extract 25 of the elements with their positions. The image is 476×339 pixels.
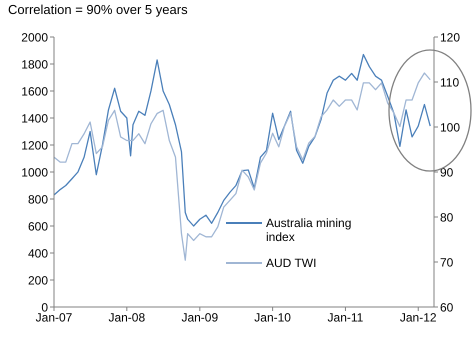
y-tick-label: 800 [28,192,48,206]
y-tick-label: 1600 [21,84,48,98]
y2-tick-label: 110 [440,75,460,90]
y2-tick-label: 120 [440,30,460,44]
x-tick-label: Jan-08 [108,310,146,325]
y-tick-label: 600 [28,219,48,234]
y2-tick-label: 60 [440,300,454,314]
y-tick-label: 2000 [21,30,48,44]
y2-tick-label: 100 [440,120,460,134]
y-tick-label: 1200 [21,138,48,152]
y-tick-label: 1800 [21,57,48,72]
legend-label: AUD TWI [266,256,316,270]
y-tick-label: 1000 [21,165,48,180]
y2-tick-label: 80 [440,210,454,224]
y-tick-label: 1400 [21,111,48,126]
x-tick-label: Jan-11 [328,310,364,325]
chart-title: Correlation = 90% over 5 years [8,2,188,17]
legend-label: Australia mining index [266,216,352,244]
x-tick-label: Jan-10 [254,310,292,325]
y-tick-label: 400 [28,246,48,260]
y2-tick-label: 70 [440,255,454,270]
y2-tick-label: 90 [440,165,454,180]
y-tick-label: 200 [28,273,48,288]
x-tick-label: Jan-09 [181,310,218,325]
x-tick-label: Jan-12 [400,310,437,325]
